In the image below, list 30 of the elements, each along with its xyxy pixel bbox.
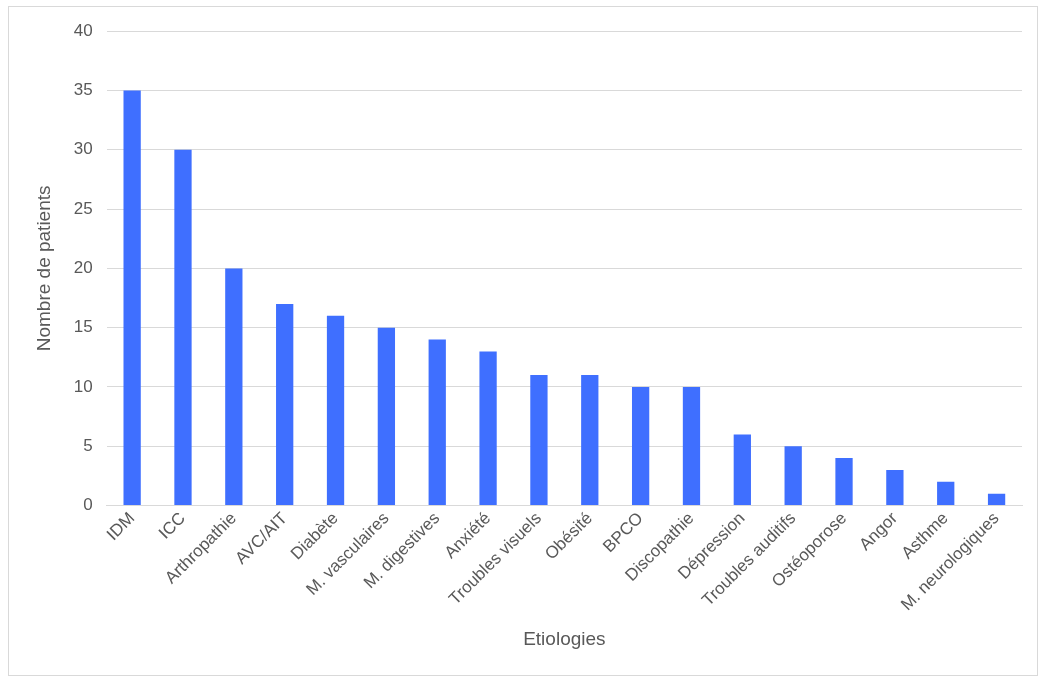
bar bbox=[377, 327, 396, 506]
y-tick-label: 40 bbox=[73, 20, 93, 40]
bar bbox=[835, 458, 853, 506]
y-tick-label: 30 bbox=[73, 139, 93, 159]
y-tick-label: 5 bbox=[83, 435, 93, 455]
bar bbox=[682, 386, 701, 506]
bar bbox=[784, 446, 802, 506]
bar bbox=[937, 481, 955, 506]
y-axis-title: Nombre de patients bbox=[32, 185, 54, 352]
bar bbox=[581, 375, 599, 506]
x-axis-title: Etiologies bbox=[523, 627, 606, 649]
bar bbox=[987, 493, 1006, 506]
bar bbox=[174, 149, 192, 506]
y-tick-label: 35 bbox=[73, 80, 93, 100]
bar bbox=[326, 315, 345, 506]
y-tick-label: 10 bbox=[73, 376, 93, 396]
bar bbox=[631, 386, 650, 506]
y-tick-label: 15 bbox=[73, 317, 93, 337]
bar bbox=[123, 90, 141, 506]
bar bbox=[530, 375, 548, 506]
y-tick-label: 0 bbox=[83, 495, 93, 515]
y-tick-label: 25 bbox=[73, 198, 93, 218]
bar bbox=[479, 351, 497, 506]
bar bbox=[225, 268, 243, 506]
bar bbox=[886, 469, 904, 506]
x-tick-label: IDM bbox=[102, 508, 139, 544]
bar bbox=[733, 434, 751, 506]
y-tick-label: 20 bbox=[73, 258, 93, 278]
bar bbox=[276, 303, 294, 506]
bar bbox=[428, 339, 446, 506]
